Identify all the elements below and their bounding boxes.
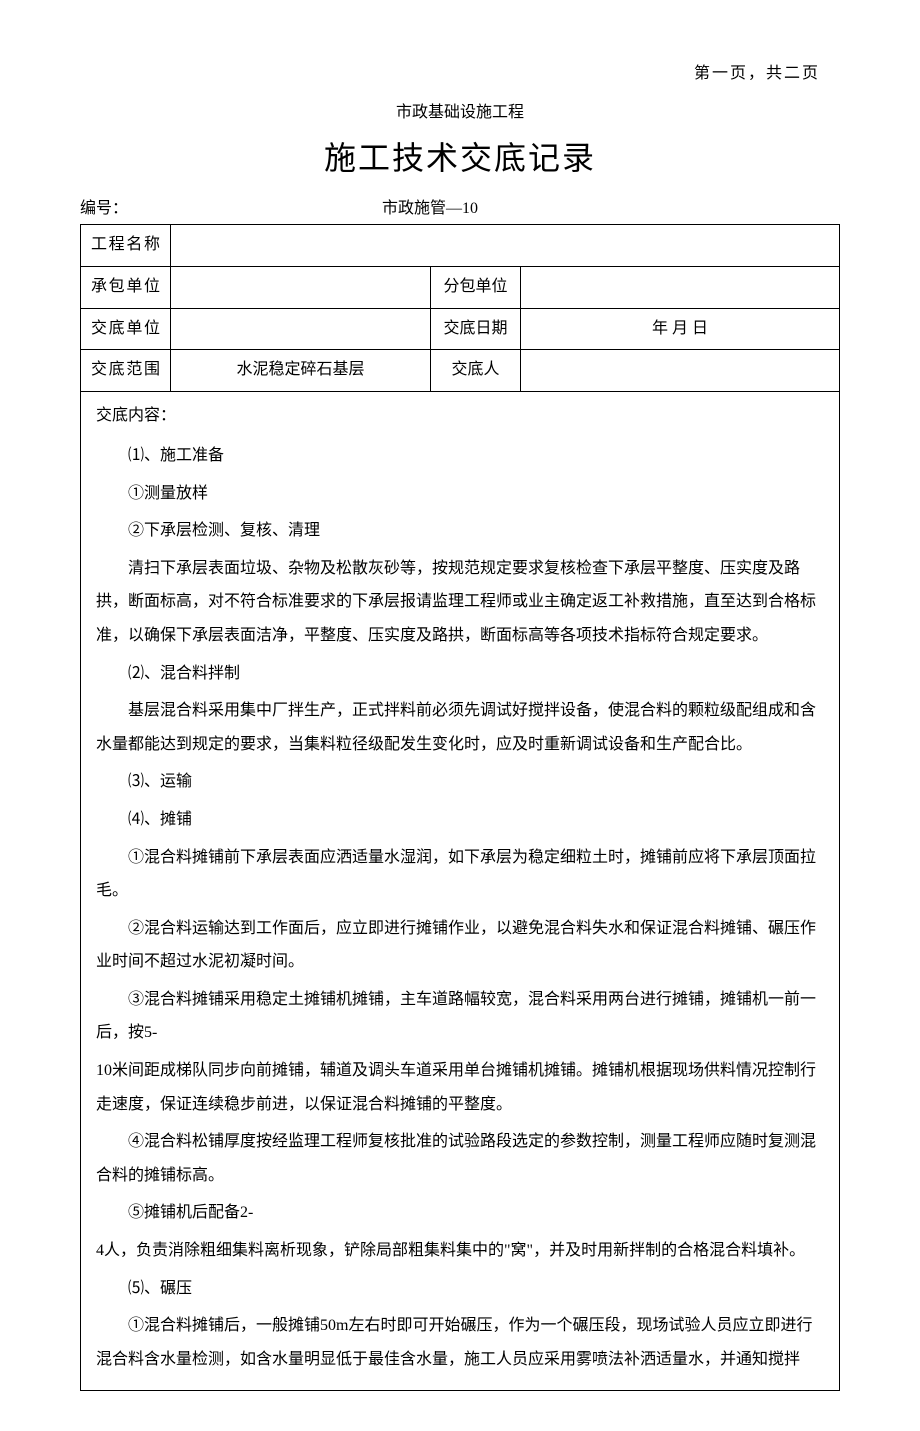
content-header: 交底内容：: [96, 402, 824, 431]
briefing-date-value: 年 月 日: [521, 308, 840, 350]
page-indicator: 第一页，共二页: [80, 60, 840, 89]
content-paragraph: 清扫下承层表面垃圾、杂物及松散灰砂等，按规范规定要求复核检查下承层平整度、压实度…: [96, 552, 824, 653]
briefing-unit-label: 交底单位: [81, 308, 171, 350]
content-paragraph: ④混合料松铺厚度按经监理工程师复核批准的试验路段选定的参数控制，测量工程师应随时…: [96, 1125, 824, 1192]
content-paragraph: ⑵、混合料拌制: [96, 657, 824, 691]
content-paragraph: ⑸、碾压: [96, 1272, 824, 1306]
briefing-unit-value: [171, 308, 431, 350]
content-paragraph: ③混合料摊铺采用稳定土摊铺机摊铺，主车道路幅较宽，混合料采用两台进行摊铺，摊铺机…: [96, 983, 824, 1050]
table-row: 交底范围 水泥稳定碎石基层 交底人: [81, 350, 840, 392]
briefing-scope-label: 交底范围: [81, 350, 171, 392]
project-name-value: [171, 224, 840, 266]
content-paragraph: ②混合料运输达到工作面后，应立即进行摊铺作业，以避免混合料失水和保证混合料摊铺、…: [96, 912, 824, 979]
content-paragraph: ⑴、施工准备: [96, 439, 824, 473]
contractor-value: [171, 266, 431, 308]
content-paragraph: ①测量放样: [96, 477, 824, 511]
content-cell: 交底内容： ⑴、施工准备 ①测量放样②下承层检测、复核、清理清扫下承层表面垃圾、杂…: [81, 392, 840, 1391]
table-row: 承包单位 分包单位: [81, 266, 840, 308]
document-subtitle: 市政基础设施工程: [80, 99, 840, 128]
briefing-date-label: 交底日期: [431, 308, 521, 350]
content-paragraph: ⑷、摊铺: [96, 803, 824, 837]
content-paragraph: ①混合料摊铺前下承层表面应洒适量水湿润，如下承层为稳定细粒土时，摊铺前应将下承层…: [96, 841, 824, 908]
briefing-scope-value: 水泥稳定碎石基层: [171, 350, 431, 392]
content-body: ⑴、施工准备 ①测量放样②下承层检测、复核、清理清扫下承层表面垃圾、杂物及松散灰砂…: [96, 439, 824, 1376]
briefing-person-label: 交底人: [431, 350, 521, 392]
content-paragraph: 基层混合料采用集中厂拌生产，正式拌料前必须先调试好搅拌设备，使混合料的颗粒级配组…: [96, 694, 824, 761]
doc-number-value: 市政施管—10: [170, 195, 840, 224]
table-row: 交底单位 交底日期 年 月 日: [81, 308, 840, 350]
content-paragraph: ⑤摊铺机后配备2-: [96, 1196, 824, 1230]
briefing-person-value: [521, 350, 840, 392]
content-paragraph: 10米间距成梯队同步向前摊铺，辅道及调头车道采用单台摊铺机摊铺。摊铺机根据现场供…: [96, 1054, 824, 1121]
subcontractor-value: [521, 266, 840, 308]
table-row: 交底内容： ⑴、施工准备 ①测量放样②下承层检测、复核、清理清扫下承层表面垃圾、杂…: [81, 392, 840, 1391]
contractor-label: 承包单位: [81, 266, 171, 308]
content-paragraph: ①混合料摊铺后，一般摊铺50m左右时即可开始碾压，作为一个碾压段，现场试验人员应…: [96, 1309, 824, 1376]
content-paragraph: 4人，负责消除粗细集料离析现象，铲除局部粗集料集中的"窝"，并及时用新拌制的合格…: [96, 1234, 824, 1268]
document-number-row: 编号： 市政施管—10: [80, 195, 840, 224]
table-row: 工程名称: [81, 224, 840, 266]
content-paragraph: ②下承层检测、复核、清理: [96, 514, 824, 548]
doc-number-label: 编号：: [80, 195, 170, 224]
project-name-label: 工程名称: [81, 224, 171, 266]
document-title: 施工技术交底记录: [80, 130, 840, 188]
form-table: 工程名称 承包单位 分包单位 交底单位 交底日期 年 月 日 交底范围 水泥稳定…: [80, 224, 840, 1391]
subcontractor-label: 分包单位: [431, 266, 521, 308]
content-paragraph: ⑶、运输: [96, 765, 824, 799]
